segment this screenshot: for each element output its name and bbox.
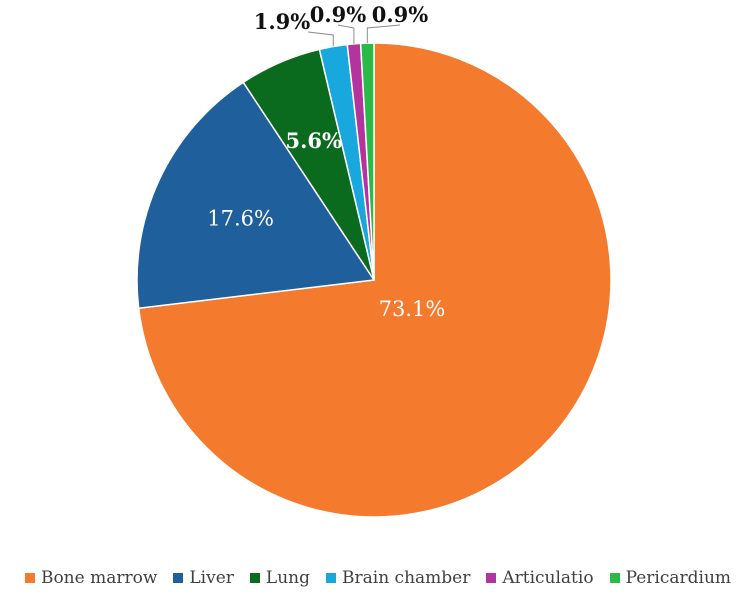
legend-item-brain-chamber: Brain chamber xyxy=(326,568,470,588)
data-label-bone-marrow: 73.1% xyxy=(379,297,446,321)
legend-label-articulatio: Articulatio xyxy=(502,568,594,588)
legend-label-bone-marrow: Bone marrow xyxy=(40,568,158,588)
legend-swatch-liver xyxy=(173,573,184,583)
legend-item-lung: Lung xyxy=(249,568,310,588)
data-label-pericardium: 0.9% xyxy=(372,2,429,27)
legend-item-bone-marrow: Bone marrow xyxy=(24,568,158,588)
legend-label-pericardium: Pericardium xyxy=(625,568,732,588)
data-label-brain-chamber: 1.9% xyxy=(254,9,311,34)
legend-swatch-bone-marrow xyxy=(24,573,35,583)
legend: Bone marrow Liver Lung Brain chamber Articul… xyxy=(0,566,756,590)
legend-label-lung: Lung xyxy=(265,568,310,588)
legend-swatch-lung xyxy=(249,573,260,583)
leader-line-articulatio xyxy=(337,24,355,44)
legend-swatch-pericardium xyxy=(609,573,620,583)
legend-swatch-brain-chamber xyxy=(326,573,336,583)
legend-item-articulatio: Articulatio xyxy=(486,568,594,588)
leader-line-brain-chamber xyxy=(307,31,334,47)
data-label-liver: 17.6% xyxy=(207,206,274,230)
leader-lines xyxy=(307,24,401,47)
leader-line-pericardium xyxy=(366,24,401,44)
pie-slices xyxy=(136,42,612,518)
legend-item-pericardium: Pericardium xyxy=(609,568,732,588)
legend-label-liver: Liver xyxy=(189,568,234,588)
data-label-articulatio: 0.9% xyxy=(310,2,367,27)
legend-swatch-articulatio xyxy=(486,573,497,583)
legend-label-brain-chamber: Brain chamber xyxy=(342,568,471,588)
legend-item-liver: Liver xyxy=(173,568,234,588)
data-label-lung: 5.6% xyxy=(286,128,343,153)
data-labels: 73.1%17.6%5.6%1.9% 0.9% 0.9% xyxy=(207,2,445,321)
pie-slice-liver xyxy=(136,81,376,310)
